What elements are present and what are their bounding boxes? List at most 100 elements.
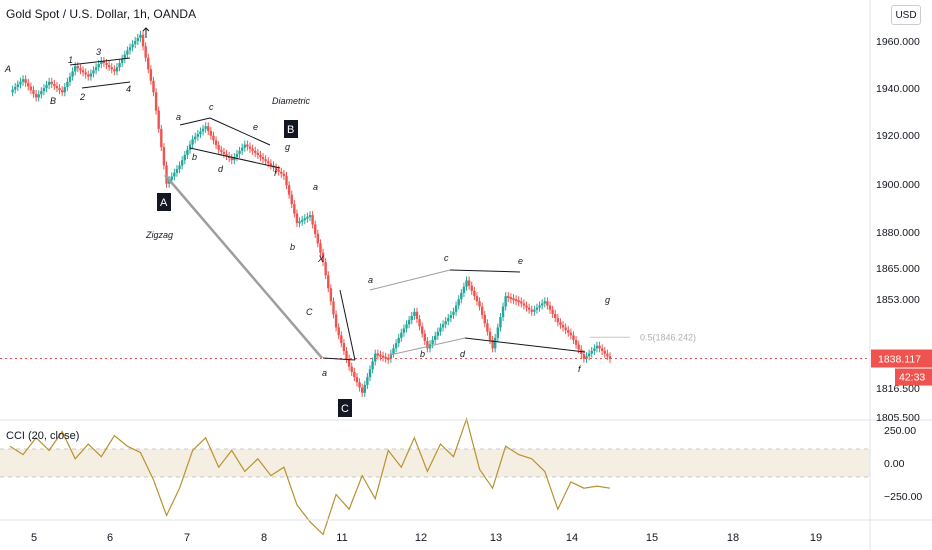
candle-body: [543, 301, 546, 304]
candle-body: [136, 37, 140, 42]
candle-body: [240, 147, 244, 151]
candle-body: [564, 327, 567, 331]
candle-body: [204, 126, 207, 129]
wave-annotation: g: [285, 142, 290, 152]
candle-body: [58, 88, 61, 91]
candle-body: [483, 314, 486, 324]
candle-body: [447, 318, 450, 322]
candle-body: [141, 34, 145, 47]
wave-annotation: 1: [68, 55, 73, 65]
time-tick-label: 8: [261, 532, 267, 544]
candle-body: [533, 309, 536, 312]
candle-body: [504, 296, 507, 307]
candle-body: [110, 67, 113, 70]
candle-body: [374, 353, 377, 362]
candle-body: [243, 144, 246, 148]
candle-body: [327, 275, 330, 289]
wave-annotation: f: [578, 364, 582, 374]
candle-body: [134, 41, 137, 45]
candle-body: [598, 345, 601, 349]
candle-body: [535, 307, 539, 310]
candle-body: [45, 84, 48, 89]
time-tick-label: 5: [31, 532, 37, 544]
candle-body: [569, 332, 573, 336]
wave-annotation: b: [192, 152, 197, 162]
price-plot: [0, 30, 870, 397]
zigzag-line: [339, 289, 356, 361]
candle-body: [306, 216, 309, 219]
candle-body: [105, 62, 108, 66]
candle-body: [551, 309, 554, 314]
candle-body: [16, 84, 20, 88]
price-tick-label: 1900.000: [876, 179, 920, 191]
candle-body: [230, 158, 233, 161]
diametric-line: [189, 147, 281, 169]
candle-body: [366, 377, 369, 385]
price-tick-label: 1865.000: [876, 263, 920, 275]
cci-tick-label: 0.00: [884, 458, 905, 470]
candle-body: [222, 151, 226, 154]
candle-body: [214, 140, 218, 146]
cci-tick-label: −250.00: [884, 491, 922, 503]
candle-body: [517, 300, 520, 303]
price-tick-label: 1960.000: [876, 36, 920, 48]
cci-plot: [0, 416, 870, 536]
candle-body: [74, 66, 77, 72]
candle-body: [160, 128, 163, 148]
candle-body: [467, 280, 471, 286]
candle-body: [413, 311, 416, 316]
candle-body: [154, 92, 158, 111]
time-tick-label: 7: [184, 532, 190, 544]
wave-annotation: C: [306, 307, 313, 317]
candle-body: [475, 296, 479, 302]
pattern-overlays: 0.5(1846.242) A B C A B 2 4 1 3 a b c d e f g a b c d e f g a b C X…: [4, 27, 696, 417]
candle-body: [371, 361, 374, 370]
currency-button[interactable]: USD: [891, 5, 921, 25]
candle-body: [363, 384, 366, 393]
candle-body: [201, 128, 205, 132]
candle-body: [405, 324, 408, 329]
candle-body: [264, 159, 267, 162]
candle-body: [97, 64, 100, 68]
candle-body: [347, 358, 351, 367]
pattern-label: Diametric: [272, 96, 311, 106]
candle-body: [126, 50, 129, 55]
candle-body: [71, 71, 74, 77]
candle-body: [68, 76, 72, 82]
candle-body: [293, 204, 296, 214]
candle-body: [379, 354, 382, 357]
candle-body: [491, 340, 494, 349]
candle-body: [540, 303, 544, 306]
wave-annotation: a: [368, 275, 373, 285]
candle-body: [478, 301, 481, 307]
candle-body: [102, 60, 106, 63]
wave-label-box: [157, 193, 171, 211]
candle-body: [587, 353, 591, 357]
candle-body: [600, 348, 604, 351]
candle-body: [441, 324, 445, 328]
candle-body: [60, 90, 64, 93]
candle-body: [402, 328, 406, 333]
candle-body: [194, 136, 197, 140]
candle-body: [66, 81, 69, 88]
candle-body: [47, 81, 51, 85]
wave-label: A: [160, 197, 168, 209]
candle-body: [225, 153, 228, 157]
candle-body: [24, 79, 27, 83]
candle-body: [209, 130, 213, 136]
candle-body: [84, 72, 87, 75]
zigzag-line: [164, 174, 323, 359]
wave-annotation: e: [253, 122, 258, 132]
candle-body: [115, 67, 119, 72]
diametric-line: [209, 117, 271, 146]
candle-body: [368, 369, 372, 378]
price-tick-label: 1805.500: [876, 412, 920, 424]
candle-body: [426, 341, 429, 349]
diametric-line: [449, 269, 521, 273]
price-tick-label: 1880.000: [876, 227, 920, 239]
candle-body: [175, 169, 179, 173]
candle-body: [186, 149, 189, 155]
candle-body: [525, 305, 528, 308]
candle-body: [567, 330, 570, 333]
